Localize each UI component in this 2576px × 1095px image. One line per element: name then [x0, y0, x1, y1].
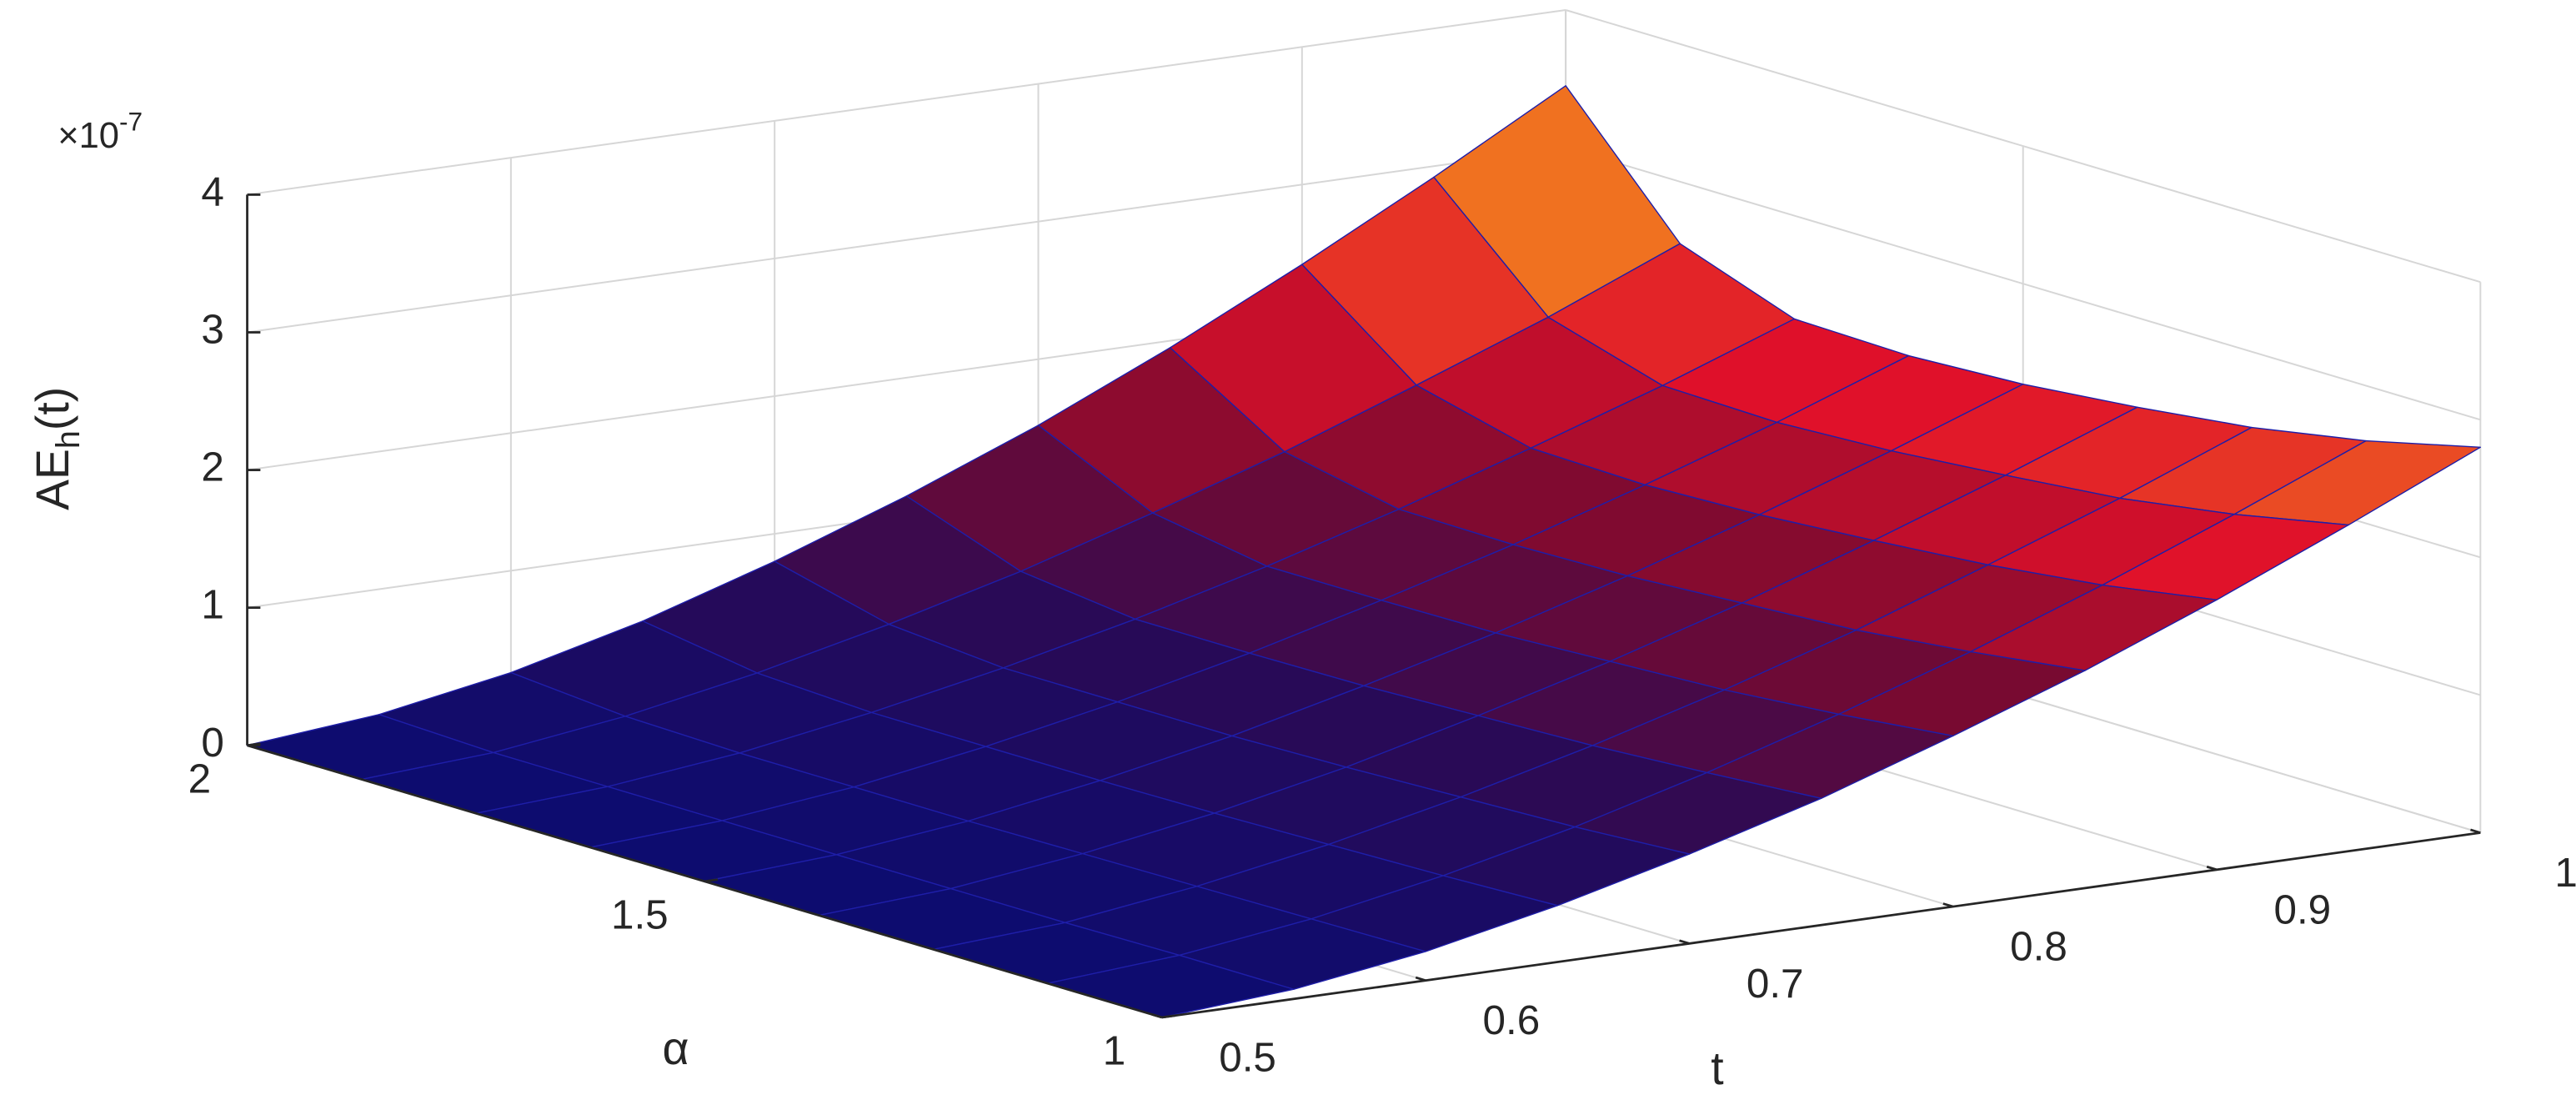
y-tick	[1161, 1014, 1175, 1019]
z-tick-label: 2	[201, 445, 223, 490]
x-tick	[1942, 902, 1954, 908]
x-tick	[2470, 828, 2481, 834]
x-tick-label: 1	[2554, 850, 2576, 896]
z-label-sub: h	[50, 430, 87, 449]
z-multiplier: ×10-7	[58, 107, 143, 157]
x-axis-label: t	[1711, 1042, 1723, 1094]
z-tick-label: 0	[201, 720, 223, 766]
grid-line	[247, 9, 1566, 196]
x-tick-label: 0.5	[1219, 1034, 1276, 1080]
x-tick	[2206, 865, 2218, 871]
axes: 0 1 2 3 4 1 1.5 2 0.5 0.6 0.7 0.8 0.9 1	[188, 168, 2576, 1080]
x-axis-line	[1161, 831, 2481, 1019]
y-tick-label: 2	[188, 756, 211, 801]
z-axis-label: AEh(t)	[27, 387, 88, 510]
z-tick-label: 1	[201, 582, 223, 628]
x-tick-label: 0.9	[2273, 887, 2331, 932]
z-label-base: AE	[27, 449, 78, 510]
x-tick	[1415, 976, 1426, 982]
y-tick	[247, 742, 261, 747]
z-tick-label: 3	[201, 307, 223, 353]
surface	[246, 85, 2482, 1018]
grid-line	[1565, 9, 2481, 284]
y-tick-label: 1	[1103, 1027, 1125, 1073]
z-label-tail: (t)	[27, 387, 78, 430]
x-tick-label: 0.6	[1483, 997, 1541, 1043]
z-multiplier-base: ×10	[58, 117, 119, 157]
y-tick-label: 1.5	[611, 892, 669, 937]
x-tick-label: 0.8	[2010, 924, 2067, 970]
x-tick	[1679, 939, 1690, 945]
x-tick	[1151, 1013, 1163, 1019]
z-multiplier-exp: -7	[119, 107, 143, 137]
grid-line	[247, 147, 1566, 334]
z-tick-label: 4	[201, 168, 223, 214]
y-tick	[704, 878, 719, 883]
x-tick-label: 0.7	[1747, 961, 1804, 1007]
y-axis-label: α	[663, 1022, 689, 1074]
grid-line	[1565, 147, 2481, 421]
